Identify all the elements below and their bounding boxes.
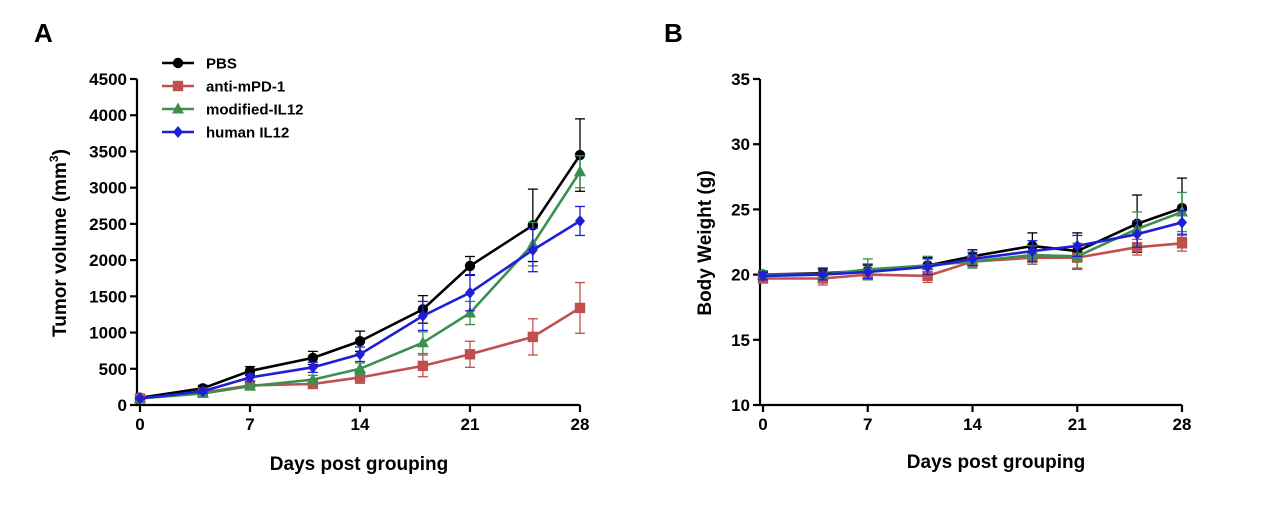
point-pbs (464, 260, 476, 272)
point-pbs (574, 149, 586, 161)
panelB-series-human-il12 (758, 210, 1187, 282)
panelA-y-tick-label: 1000 (89, 324, 127, 343)
panelB-y-tick-label: 10 (731, 396, 750, 415)
panelA-x-tick-label: 21 (461, 415, 480, 434)
panelA-y-tick-label: 4500 (89, 70, 127, 89)
point-human-il12 (417, 309, 428, 322)
point-human-il12 (1072, 239, 1083, 252)
panelB-y-tick-label: 35 (731, 70, 750, 89)
point-pbs (354, 336, 366, 347)
legend-marker-modified-il12 (172, 102, 184, 114)
panelB-y-tick-label: 30 (731, 135, 750, 154)
panelA-y-tick-label: 500 (99, 360, 127, 379)
point-human-il12 (1177, 216, 1187, 229)
point-human-il12 (1027, 245, 1038, 258)
panelA-x-tick-label: 0 (135, 415, 144, 434)
legend-label-human-il12: human IL12 (206, 125, 289, 142)
panel-b-y-axis-title: Body Weight (g) (695, 170, 716, 315)
point-human-il12 (967, 252, 978, 265)
panelB-y-tick-label: 20 (731, 266, 750, 285)
legend-marker-human-il12 (173, 126, 183, 138)
point-human-il12 (245, 371, 255, 384)
panelB-x-tick-label: 7 (863, 415, 872, 434)
panel-a-y-axis-title-superscript: 3 (47, 155, 61, 162)
panelA-y-tick-label: 2000 (89, 251, 127, 270)
panelA-y-tick-label: 3500 (89, 142, 127, 161)
point-human-il12 (307, 361, 318, 374)
panel-a-x-axis-title: Days post grouping (270, 454, 448, 475)
point-modified-il12 (464, 306, 476, 318)
point-anti-mpd-1 (354, 372, 366, 383)
panelA-y-tick-label: 0 (118, 396, 127, 415)
legend-marker-pbs (172, 57, 184, 69)
panel-a-y-axis-title-main: Tumor volume (mm (50, 162, 71, 337)
point-modified-il12 (306, 373, 319, 385)
panelA-y-tick-label: 2500 (89, 215, 127, 234)
point-anti-mpd-1 (574, 302, 586, 314)
panel-b-body-weight-chart: B 10 15 20 25 30 35 0 7 14 21 28 Days post groupin… (664, 18, 1191, 473)
point-human-il12 (135, 392, 145, 405)
point-human-il12 (355, 348, 365, 361)
point-anti-mpd-1 (417, 360, 429, 372)
point-anti-mpd-1 (464, 349, 476, 360)
point-human-il12 (465, 286, 475, 299)
point-human-il12 (527, 243, 538, 256)
panel-a-y-axis-title-tail: ) (50, 149, 71, 155)
point-human-il12 (575, 214, 585, 227)
point-modified-il12 (574, 165, 586, 177)
panel-a-label: A (34, 18, 53, 48)
point-human-il12 (817, 268, 828, 281)
legend-label-modified-il12: modified-IL12 (206, 102, 304, 119)
panel-a-legend: PBS anti-mPD-1 modified-IL12 human IL12 (162, 56, 304, 142)
point-anti-mpd-1 (922, 270, 933, 282)
panelA-y-tick-label: 1500 (89, 287, 127, 306)
point-human-il12 (197, 385, 208, 398)
panelB-y-tick-label: 15 (731, 331, 750, 350)
panel-b-x-axis-title: Days post grouping (907, 452, 1085, 473)
panelB-x-tick-label: 28 (1173, 415, 1192, 434)
legend-marker-anti-mpd-1 (172, 80, 184, 92)
panelA-series-human-il12 (135, 205, 585, 405)
panelB-x-tick-label: 14 (963, 415, 982, 434)
panelA-x-tick-label: 14 (351, 415, 370, 434)
point-anti-mpd-1 (1176, 238, 1188, 249)
panelB-x-tick-label: 0 (758, 415, 767, 434)
panel-a-tumor-volume-chart: A 0 500 1000 1500 2000 2500 3000 3500 4000 4500 0 7… (34, 18, 589, 475)
point-human-il12 (1132, 228, 1143, 241)
panelA-y-tick-label: 3000 (89, 179, 127, 198)
legend-label-pbs: PBS (206, 56, 237, 73)
panelA-x-tick-label: 28 (571, 415, 590, 434)
panel-a-y-axis-title: Tumor volume (mm3) (47, 149, 71, 337)
point-modified-il12 (354, 362, 366, 374)
point-pbs (307, 352, 319, 364)
panelB-y-tick-label: 25 (731, 200, 750, 219)
point-modified-il12 (416, 336, 429, 348)
point-human-il12 (758, 269, 768, 282)
panel-b-label: B (664, 18, 683, 48)
point-anti-mpd-1 (527, 331, 539, 343)
panelA-x-tick-label: 7 (245, 415, 254, 434)
point-human-il12 (922, 260, 933, 273)
panelB-x-tick-label: 21 (1068, 415, 1087, 434)
legend-label-anti-mpd-1: anti-mPD-1 (206, 79, 285, 96)
panelA-y-tick-label: 4000 (89, 106, 127, 125)
point-human-il12 (862, 265, 873, 278)
panelA-series-modified-il12 (134, 155, 586, 403)
point-modified-il12 (244, 379, 256, 391)
